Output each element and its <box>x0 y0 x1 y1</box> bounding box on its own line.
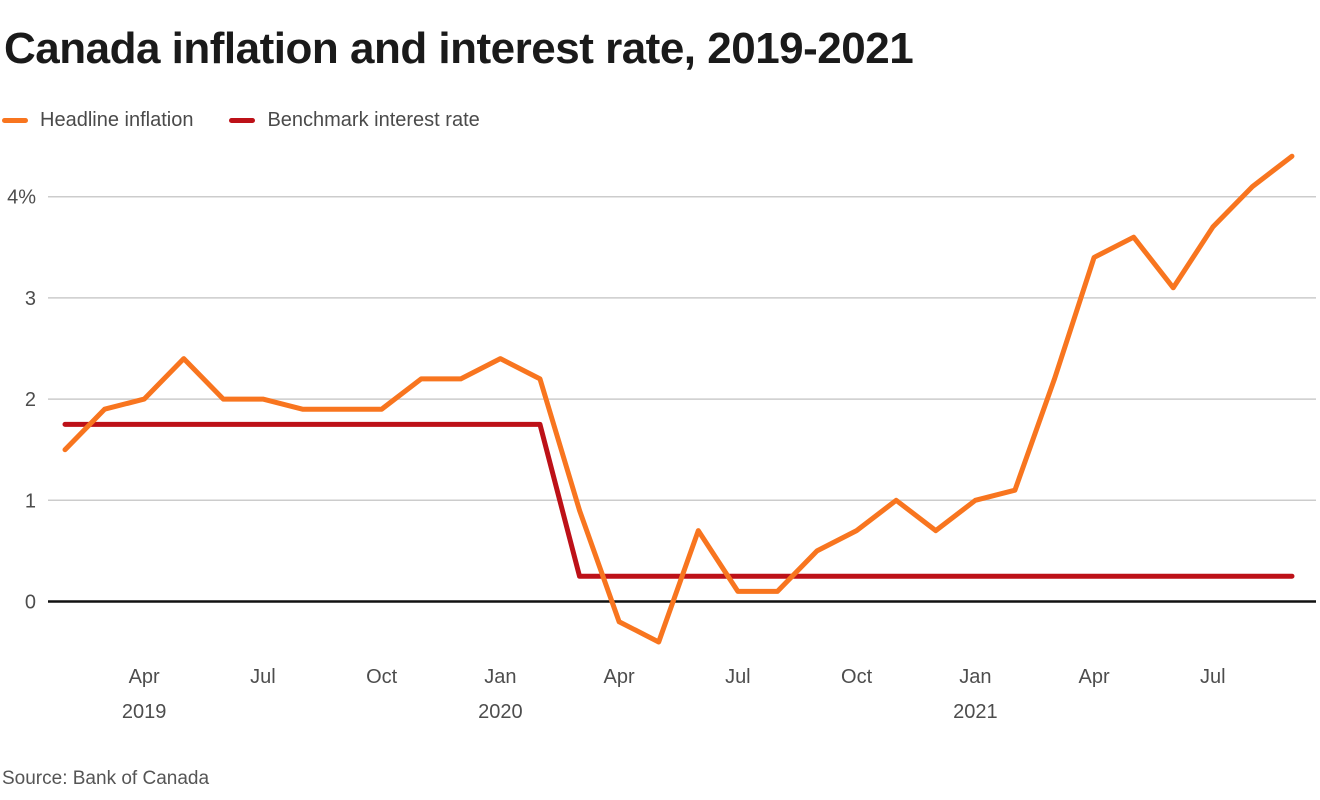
x-tick-label: Oct <box>366 666 398 688</box>
interest-rate-line-swatch-icon <box>229 117 256 123</box>
x-tick-label: Apr <box>1079 666 1110 688</box>
x-tick-label: Jul <box>725 666 751 688</box>
inflation-line-swatch-icon <box>2 117 28 123</box>
legend: Headline inflation Benchmark interest ra… <box>2 107 516 133</box>
legend-item-interest-rate: Benchmark interest rate <box>229 108 480 132</box>
source-note: Source: Bank of Canada <box>2 768 210 789</box>
x-tick-year-label: 2021 <box>953 701 998 723</box>
legend-label-interest-rate: Benchmark interest rate <box>267 108 480 131</box>
inflation-line <box>62 153 1295 645</box>
y-tick-label: 4% <box>7 187 36 209</box>
x-tick-label: Jul <box>1200 666 1226 688</box>
legend-item-inflation: Headline inflation <box>2 109 193 132</box>
page-title: Canada inflation and interest rate, 2019… <box>4 24 914 73</box>
x-tick-label: Oct <box>841 666 873 688</box>
x-tick-label: Apr <box>129 666 160 688</box>
y-tick-label: 1 <box>25 490 36 512</box>
legend-label-inflation: Headline inflation <box>40 108 194 131</box>
x-tick-label: Jan <box>959 666 991 688</box>
x-tick-year-label: 2020 <box>478 701 523 723</box>
x-tick-year-label: 2019 <box>122 701 167 723</box>
x-tick-label: Jul <box>250 666 276 688</box>
y-tick-label: 3 <box>25 288 36 310</box>
x-tick-label: Jan <box>484 666 516 688</box>
y-tick-label: 0 <box>25 592 36 614</box>
x-tick-label: Apr <box>604 666 635 688</box>
interest-rate-line <box>62 421 1295 579</box>
y-tick-label: 2 <box>25 389 36 411</box>
